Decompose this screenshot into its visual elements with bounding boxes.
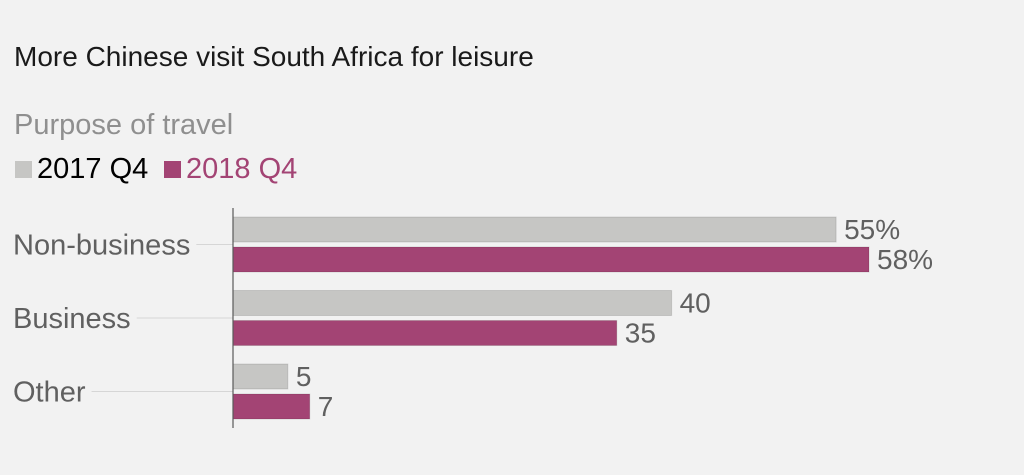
legend-label-2018-q4: 2018 Q4 (186, 153, 297, 185)
bar-business-2018-q4 (232, 320, 618, 346)
bar-business-2017-q4 (232, 290, 673, 316)
value-label-other-2017-q4: 5 (296, 361, 312, 392)
value-label-business-2017-q4: 40 (680, 288, 711, 319)
bar-other-2017-q4 (232, 363, 289, 390)
plot-area: Non-business 55%58% Business 40 35 Other 57 (13, 208, 933, 428)
legend-label-2017-q4: 2017 Q4 (37, 153, 148, 185)
bar-non-business-2017-q4 (232, 216, 837, 243)
legend: 2017 Q4 2018 Q4 (15, 153, 297, 185)
bar-non-business-2018-q4 (232, 246, 870, 273)
legend-swatch-2017-q4 (15, 161, 32, 178)
value-label-other-2018-q4: 7 (318, 391, 334, 422)
chart-subtitle: Purpose of travel (14, 109, 233, 141)
bar-other-2018-q4 (232, 393, 311, 420)
chart-title: More Chinese visit South Africa for leis… (14, 41, 534, 72)
category-label-non-business: Non-business (13, 230, 190, 262)
category-label-other: Other (13, 377, 86, 409)
value-label-non-business-2018-q4: 58% (877, 244, 933, 275)
value-label-non-business-2017-q4: 55% (844, 214, 900, 245)
legend-swatch-2018-q4 (164, 161, 181, 178)
category-label-business: Business (13, 303, 131, 335)
value-label-business-2018-q4: 35 (625, 318, 656, 349)
